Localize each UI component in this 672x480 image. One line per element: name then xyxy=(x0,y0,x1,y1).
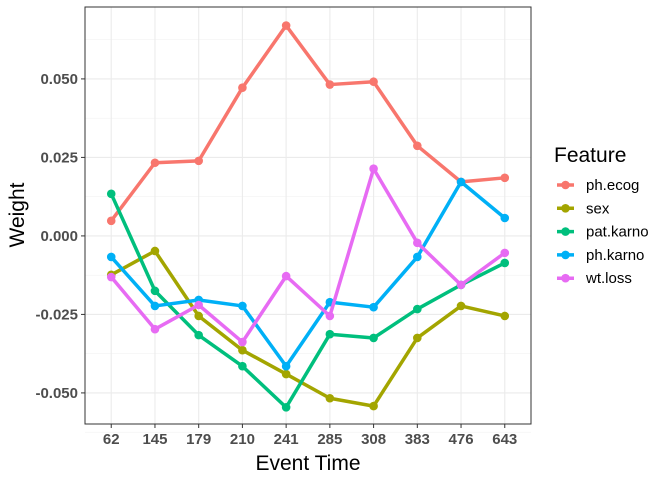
data-point-wt.loss xyxy=(369,164,378,174)
data-point-sex xyxy=(194,311,203,321)
data-point-pat.karno xyxy=(106,189,116,199)
legend-key-point xyxy=(561,204,570,213)
data-point-ph.karno xyxy=(106,252,116,262)
legend-key-point xyxy=(561,273,570,283)
x-tick-label: 476 xyxy=(449,431,474,448)
data-point-wt.loss xyxy=(500,248,510,258)
data-point-ph.karno xyxy=(413,252,422,262)
data-point-wt.loss xyxy=(456,280,466,290)
data-point-wt.loss xyxy=(281,271,291,281)
x-tick-label: 285 xyxy=(317,431,342,448)
y-tick-label: 0.025 xyxy=(40,149,78,166)
data-point-sex xyxy=(238,345,247,355)
x-tick-label: 210 xyxy=(230,431,255,448)
x-tick-label: 179 xyxy=(186,431,211,448)
data-point-pat.karno xyxy=(238,361,247,371)
data-point-ph.ecog xyxy=(325,80,335,89)
data-point-ph.ecog xyxy=(413,141,422,151)
data-point-wt.loss xyxy=(413,238,422,248)
series-line-pat.karno xyxy=(109,193,506,410)
data-point-pat.karno xyxy=(281,403,291,412)
y-tick-label: -0.050 xyxy=(35,385,78,402)
data-point-pat.karno xyxy=(500,258,510,268)
data-point-ph.ecog xyxy=(150,158,160,168)
data-point-wt.loss xyxy=(325,311,335,321)
data-point-ph.karno xyxy=(281,361,291,371)
data-point-wt.loss xyxy=(194,300,203,310)
legend-key-point xyxy=(561,250,570,260)
data-point-wt.loss xyxy=(238,337,247,347)
series-line-wt.loss xyxy=(109,166,506,344)
panel-border xyxy=(84,6,532,425)
x-tick-label: 241 xyxy=(274,431,299,448)
x-tick-label: 308 xyxy=(361,431,386,448)
legend-label: wt.loss xyxy=(585,270,632,287)
data-point-ph.karno xyxy=(369,302,378,312)
data-point-sex xyxy=(281,369,291,379)
data-point-pat.karno xyxy=(194,330,203,340)
data-point-pat.karno xyxy=(150,286,160,296)
y-tick-label: 0.050 xyxy=(40,71,78,88)
data-point-ph.karno xyxy=(238,301,247,311)
y-tick-label: 0.000 xyxy=(40,228,78,245)
series-line-ph.karno xyxy=(109,180,506,368)
legend-label: pat.karno xyxy=(586,224,649,241)
legend-title: Feature xyxy=(554,144,626,167)
x-tick-label: 383 xyxy=(405,431,430,448)
legend-label: ph.ecog xyxy=(586,177,639,194)
data-point-ph.ecog xyxy=(369,77,378,87)
data-point-ph.ecog xyxy=(106,216,116,226)
legend-key-point xyxy=(561,180,570,190)
data-point-ph.ecog xyxy=(238,83,247,92)
data-point-ph.karno xyxy=(150,301,160,311)
x-tick-label: 145 xyxy=(142,431,167,448)
legend-label: sex xyxy=(586,200,610,217)
legend-label: ph.karno xyxy=(586,247,644,264)
data-point-sex xyxy=(325,393,335,403)
data-point-sex xyxy=(413,333,422,343)
legend-key-point xyxy=(561,227,570,236)
data-point-ph.ecog xyxy=(500,173,510,183)
data-point-sex xyxy=(150,246,160,256)
series-line-ph.ecog xyxy=(109,23,505,222)
data-point-ph.ecog xyxy=(281,21,291,30)
data-point-wt.loss xyxy=(150,324,160,334)
data-point-ph.ecog xyxy=(194,156,203,166)
data-point-wt.loss xyxy=(106,272,116,282)
data-point-pat.karno xyxy=(413,304,422,314)
x-tick-label: 643 xyxy=(492,431,517,448)
x-tick-label: 62 xyxy=(103,431,120,448)
data-point-ph.karno xyxy=(500,213,510,223)
series-line-sex xyxy=(110,249,506,408)
y-axis-title: Weight xyxy=(6,182,29,247)
data-point-sex xyxy=(500,311,510,321)
data-point-ph.karno xyxy=(456,177,466,187)
y-tick-label: -0.025 xyxy=(35,306,78,323)
data-point-sex xyxy=(456,301,466,311)
data-point-pat.karno xyxy=(369,333,378,343)
data-point-pat.karno xyxy=(325,329,335,339)
data-point-sex xyxy=(369,401,378,411)
x-axis-title: Event Time xyxy=(255,452,360,475)
